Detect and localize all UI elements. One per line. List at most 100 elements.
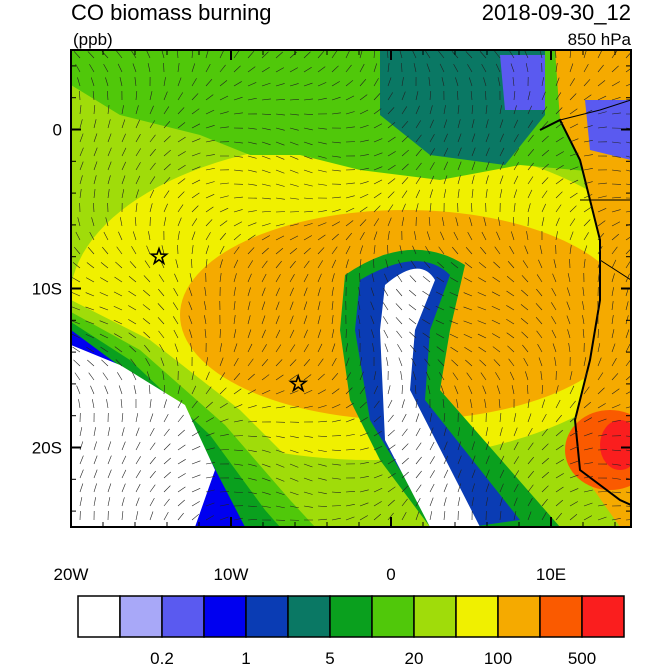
wind-barb (435, 306, 445, 311)
wind-barb (191, 78, 197, 87)
wind-barb (583, 154, 593, 157)
wind-barb (583, 489, 593, 493)
wind-barb (135, 470, 141, 479)
wind-barb (177, 204, 184, 213)
wind-barb (408, 304, 417, 311)
wind-barb (74, 372, 81, 381)
wind-barb (583, 357, 587, 367)
wind-barb (436, 346, 445, 353)
wind-barb (247, 518, 257, 521)
wind-barb (471, 175, 475, 185)
wind-barb (317, 210, 327, 213)
wind-barb (373, 166, 383, 171)
wind-barb (331, 357, 337, 367)
wind-barb (275, 287, 280, 297)
wind-barb (443, 189, 447, 199)
wind-barb (429, 189, 433, 199)
wind-barb (345, 504, 355, 507)
wind-barb (499, 189, 503, 199)
wind-barb (441, 77, 445, 87)
wind-barb (289, 374, 298, 381)
wind-barb (423, 261, 431, 269)
wind-barb (105, 217, 109, 227)
wind-barb (513, 175, 519, 185)
wind-barb (191, 501, 200, 507)
colorbar-label: 20 (405, 649, 424, 667)
wind-barb (359, 462, 369, 465)
wind-barb (415, 203, 419, 213)
wind-barb (370, 287, 375, 297)
wind-barb (233, 246, 240, 255)
wind-barb (625, 390, 631, 395)
wind-barb (471, 497, 474, 507)
wind-barb (611, 169, 621, 172)
wind-barb (177, 244, 179, 255)
wind-barb (205, 489, 215, 493)
colorbar-box (581, 595, 625, 638)
wind-barb (457, 427, 461, 437)
wind-barb (233, 169, 243, 172)
wind-barb (470, 91, 473, 101)
wind-barb (583, 125, 593, 129)
wind-barb (415, 91, 419, 101)
wind-barb (541, 498, 548, 507)
wind-barb (233, 112, 243, 115)
wind-barb (429, 119, 434, 129)
wind-barb (71, 333, 81, 339)
wind-barb (485, 497, 489, 507)
wind-barb (163, 135, 171, 143)
site-marker (288, 373, 309, 393)
wind-barb (429, 175, 435, 185)
wind-barb (331, 273, 335, 283)
wind-barb (387, 414, 394, 423)
wind-barb (541, 385, 544, 395)
wind-barb (317, 449, 327, 453)
wind-barb (569, 192, 578, 199)
wind-barb (569, 488, 579, 493)
wind-barb (373, 108, 382, 115)
wind-barb (247, 141, 257, 145)
wind-barb (397, 344, 403, 353)
wind-barb (582, 329, 585, 339)
wind-barb (479, 359, 487, 367)
wind-barb (401, 121, 409, 129)
wind-barb (541, 457, 550, 465)
wind-barb (233, 491, 243, 494)
wind-barb (450, 277, 459, 283)
wind-barb (387, 204, 394, 213)
wind-barb (247, 505, 257, 508)
wind-barb (121, 189, 125, 199)
wind-barb (611, 259, 617, 269)
wind-barb (261, 390, 271, 395)
wind-barb (93, 427, 96, 437)
wind-barb (149, 105, 154, 115)
wind-barb (597, 50, 603, 59)
wind-barb (93, 497, 96, 507)
wind-barb (71, 292, 81, 297)
wind-barb (506, 275, 515, 283)
wind-barb (132, 63, 137, 73)
wind-barb (345, 372, 352, 381)
wind-barb (233, 463, 243, 466)
wind-barb (555, 429, 563, 437)
wind-barb (149, 511, 154, 521)
colorbar-box (371, 595, 415, 638)
wind-barb (359, 447, 369, 451)
wind-barb (457, 175, 461, 185)
wind-barb (527, 148, 535, 157)
wind-barb (527, 470, 534, 479)
wind-barb (359, 167, 369, 171)
wind-barb (485, 161, 490, 171)
wind-barb (359, 259, 362, 269)
wind-barb (205, 167, 215, 171)
wind-barb (107, 105, 110, 115)
wind-barb (289, 477, 299, 482)
wind-barb (177, 136, 186, 143)
wind-barb (555, 151, 564, 157)
wind-barb (177, 77, 182, 87)
wind-barb (191, 371, 195, 381)
wind-barb (205, 63, 211, 73)
wind-barb (261, 183, 271, 187)
wind-barb (275, 435, 285, 439)
wind-barb (527, 216, 529, 227)
